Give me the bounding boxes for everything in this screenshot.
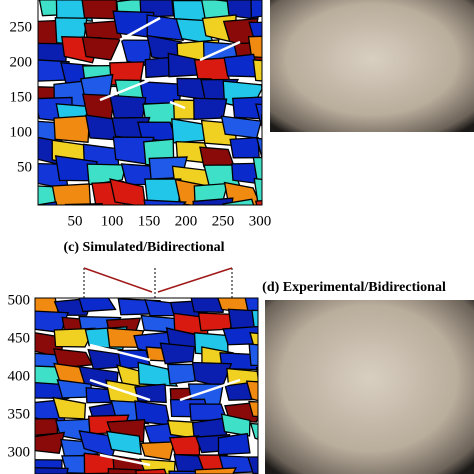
simulated-map-top: [38, 0, 262, 205]
grain: [78, 298, 117, 313]
grain: [191, 361, 233, 388]
grain: [35, 417, 59, 436]
flow-arrow: [99, 453, 151, 467]
grain: [53, 115, 91, 143]
grain: [251, 309, 258, 331]
x-tick-label: 100: [101, 213, 124, 229]
grain: [109, 94, 147, 121]
grain: [143, 199, 187, 205]
grain: [168, 470, 203, 474]
y-tick-label: 150: [10, 89, 33, 105]
y-tick-label: 50: [17, 159, 32, 175]
y-tick-label: 350: [8, 406, 31, 422]
flow-arrow: [179, 378, 241, 402]
flow-arrow: [89, 378, 151, 402]
grain: [248, 400, 258, 418]
grain: [190, 298, 226, 313]
grain: [229, 136, 260, 159]
grain: [194, 467, 238, 474]
grain: [140, 441, 175, 461]
grain: [159, 342, 196, 365]
grain: [254, 199, 262, 205]
grain: [86, 163, 127, 186]
grain: [252, 59, 262, 82]
grain: [255, 103, 262, 126]
grain: [35, 431, 66, 455]
flow-arrow: [89, 343, 151, 362]
scan-lines: [83, 268, 233, 298]
x-tick-label: 300: [249, 213, 272, 229]
flow-arrow: [169, 100, 186, 110]
grain: [109, 178, 146, 205]
grain: [51, 183, 92, 205]
x-tick-label: 150: [138, 213, 161, 229]
grain: [168, 435, 201, 456]
grain: [220, 413, 251, 437]
y-tick-label: 450: [8, 330, 31, 346]
grain: [249, 422, 258, 440]
grain: [217, 432, 251, 456]
y-tick-label: 200: [10, 54, 33, 70]
y-tick-label: 400: [8, 368, 31, 384]
flow-arrow: [99, 78, 151, 102]
grain: [247, 456, 258, 474]
grain: [81, 0, 118, 20]
grain: [253, 177, 262, 204]
grain: [248, 343, 258, 367]
grain: [81, 36, 121, 61]
flow-arrow: [119, 16, 161, 42]
grain: [134, 383, 167, 404]
grain: [256, 137, 262, 160]
grain: [252, 156, 262, 184]
y-tick-label: 300: [8, 444, 31, 460]
grain: [244, 298, 258, 313]
caption: (d) Experimental/Bidirectional: [262, 280, 446, 295]
grain: [53, 327, 96, 348]
simulated-map-bottom: [35, 298, 258, 474]
x-tick-label: 200: [175, 213, 198, 229]
grain: [245, 380, 258, 402]
grain: [222, 325, 258, 346]
grain: [38, 201, 58, 205]
scan-arrows: [83, 267, 233, 293]
micrograph-top: [270, 0, 474, 132]
y-tick-label: 250: [10, 19, 33, 35]
micrograph-bottom: [265, 300, 474, 474]
grain: [38, 185, 58, 205]
grain: [137, 361, 179, 387]
grain: [135, 468, 167, 474]
grain: [250, 0, 262, 19]
map-frame: [37, 0, 263, 206]
grain: [247, 35, 262, 59]
y-tick-label: 100: [10, 124, 33, 140]
y-tick-label: 500: [8, 292, 31, 308]
grain: [220, 115, 262, 139]
grain: [105, 430, 142, 456]
x-tick-label: 250: [212, 213, 235, 229]
map-frame: [34, 297, 259, 474]
grain: [52, 396, 87, 420]
flow-arrow: [199, 40, 241, 62]
grain: [35, 467, 69, 474]
grain: [222, 198, 255, 205]
grain: [192, 197, 234, 205]
grain: [146, 14, 187, 42]
grain: [107, 467, 142, 474]
x-tick-label: 50: [68, 213, 83, 229]
caption: (c) Simulated/Bidirectional: [63, 240, 224, 255]
grain: [232, 96, 262, 120]
